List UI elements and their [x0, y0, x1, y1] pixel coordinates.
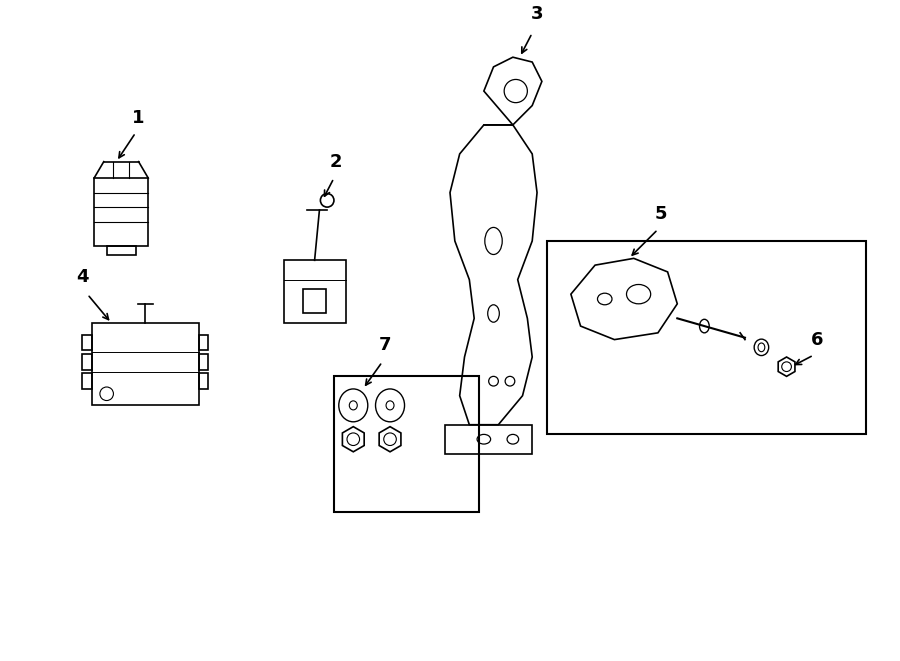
Bar: [546, 241, 866, 434]
Text: 3: 3: [531, 5, 544, 23]
Text: 1: 1: [132, 109, 145, 127]
Bar: [334, 376, 479, 512]
Text: 4: 4: [76, 268, 89, 286]
Text: 5: 5: [654, 205, 667, 223]
Text: 7: 7: [379, 336, 392, 354]
Text: 2: 2: [329, 153, 342, 171]
Text: 6: 6: [811, 331, 824, 349]
